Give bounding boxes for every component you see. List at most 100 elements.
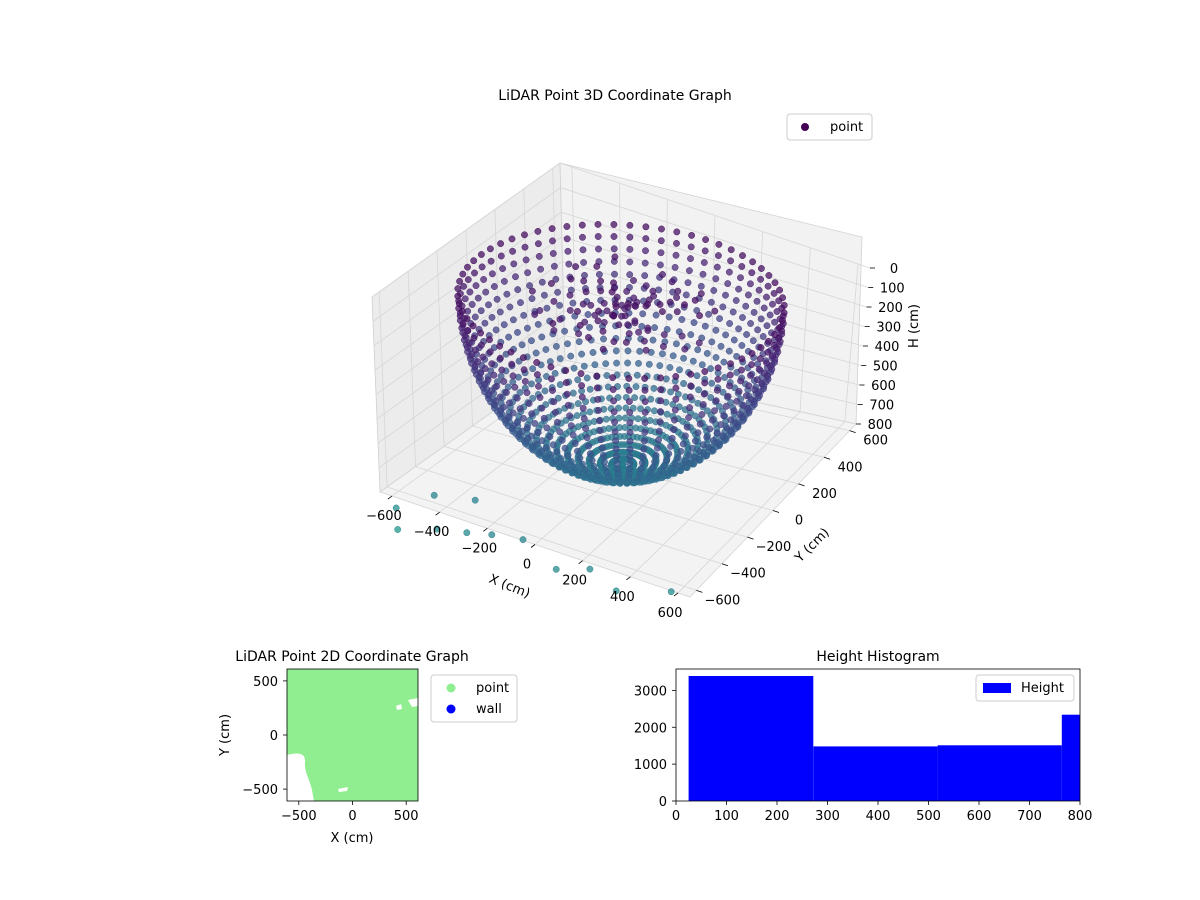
x-tick-3d xyxy=(578,560,583,564)
y-tick-label-3d: −600 xyxy=(705,593,741,608)
point-marker xyxy=(748,395,755,403)
point-marker xyxy=(581,465,589,473)
point-marker xyxy=(558,436,566,444)
point-marker xyxy=(497,240,504,248)
histogram-bars xyxy=(688,676,1080,801)
point-marker xyxy=(586,323,593,331)
point-marker xyxy=(496,393,504,401)
y-tick-label-histogram: 3000 xyxy=(634,684,667,699)
point-marker xyxy=(472,346,479,354)
point-marker xyxy=(566,291,574,299)
point-marker xyxy=(600,451,607,459)
point-marker xyxy=(538,437,546,444)
point-marker xyxy=(596,417,603,425)
point-marker xyxy=(609,374,617,381)
point-marker xyxy=(697,282,705,290)
grid-line xyxy=(372,187,869,322)
point-marker xyxy=(667,442,674,450)
point-marker xyxy=(738,263,746,270)
y-tick-3d xyxy=(772,510,780,513)
point-marker xyxy=(738,355,746,363)
point-marker xyxy=(514,286,522,293)
point-marker xyxy=(564,247,572,255)
point-marker xyxy=(477,307,485,315)
point-marker xyxy=(518,427,526,435)
point-marker xyxy=(724,280,732,287)
point-marker xyxy=(612,347,620,355)
z-tick-label-3d: 700 xyxy=(869,399,894,414)
point-marker xyxy=(739,252,746,260)
point-marker xyxy=(529,365,537,373)
point-marker xyxy=(701,379,709,387)
point-marker xyxy=(583,374,591,382)
point-marker xyxy=(563,235,571,243)
point-marker xyxy=(716,315,723,322)
axes-2d: −500 0 500 −500 0 500 xyxy=(242,675,418,824)
point-marker xyxy=(488,387,495,395)
point-marker xyxy=(635,328,642,336)
point-marker xyxy=(726,382,733,390)
point-marker xyxy=(681,345,689,353)
point-marker xyxy=(488,270,496,278)
point-marker xyxy=(687,255,694,263)
legend-2d-wall-marker xyxy=(446,704,456,714)
point-marker xyxy=(755,365,763,373)
point-marker xyxy=(690,319,698,326)
z-tick-label-3d: 600 xyxy=(871,379,896,394)
point-marker xyxy=(584,311,592,318)
point-marker xyxy=(644,300,651,308)
point-marker xyxy=(760,304,768,312)
point-marker xyxy=(641,428,649,436)
point-marker xyxy=(578,382,585,389)
point-marker xyxy=(579,460,586,468)
point-marker xyxy=(528,380,535,388)
point-marker xyxy=(694,346,702,354)
point-marker xyxy=(535,240,542,248)
point-marker xyxy=(749,258,756,266)
point-marker xyxy=(479,353,487,361)
point-marker xyxy=(595,245,602,253)
point-marker xyxy=(613,459,621,467)
point-marker xyxy=(586,565,594,573)
point-marker xyxy=(482,288,490,296)
point-marker xyxy=(736,410,744,418)
chart-3d: LiDAR Point 3D Coordinate Graph −600 −400… xyxy=(366,88,922,621)
point-marker xyxy=(626,419,634,427)
point-marker xyxy=(757,315,765,323)
point-marker xyxy=(725,347,733,355)
y-tick-label-2d: 0 xyxy=(270,729,278,744)
scatter-2d-empty-region xyxy=(287,753,314,801)
point-marker xyxy=(463,315,471,322)
scatter-2d-empty-spot xyxy=(408,698,418,707)
point-marker xyxy=(678,462,685,470)
point-marker xyxy=(582,398,589,406)
point-marker xyxy=(611,253,619,261)
point-marker xyxy=(764,348,772,356)
point-marker xyxy=(703,433,711,441)
point-marker xyxy=(538,333,546,341)
y-tick-3d xyxy=(747,536,754,540)
point-marker xyxy=(610,221,618,228)
point-marker xyxy=(582,288,590,296)
point-marker xyxy=(672,373,680,380)
point-marker xyxy=(594,233,602,240)
z-tick-label-3d: 100 xyxy=(880,282,905,297)
point-marker xyxy=(490,371,498,379)
point-marker xyxy=(549,320,557,327)
point-marker xyxy=(642,235,650,243)
point-marker xyxy=(564,451,572,459)
point-marker xyxy=(608,288,616,296)
point-marker xyxy=(554,418,561,426)
point-marker xyxy=(582,425,589,432)
point-marker xyxy=(624,359,631,367)
point-marker xyxy=(753,297,761,305)
point-marker xyxy=(748,269,756,277)
y-tick-label-histogram: 2000 xyxy=(634,721,667,736)
chart-2d: LiDAR Point 2D Coordinate Graph −500 0 500… xyxy=(218,649,518,846)
chart-2d-title: LiDAR Point 2D Coordinate Graph xyxy=(235,649,468,665)
point-marker xyxy=(688,231,695,239)
point-marker xyxy=(632,302,639,310)
point-marker xyxy=(632,383,640,390)
point-marker xyxy=(671,263,679,271)
point-marker xyxy=(566,412,573,420)
